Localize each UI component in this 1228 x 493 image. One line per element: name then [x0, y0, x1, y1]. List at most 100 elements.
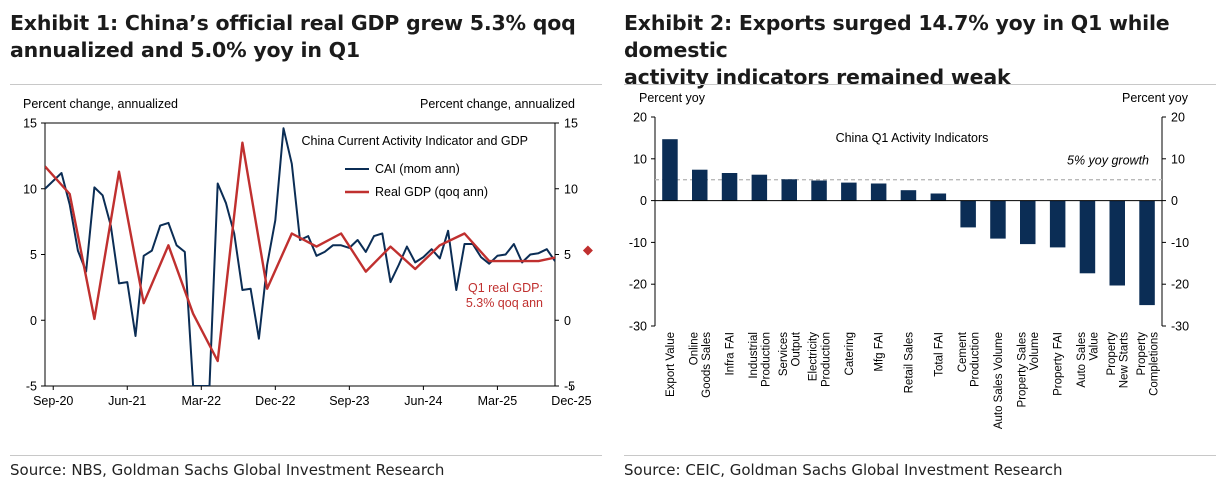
exhibit-1-source: Source: NBS, Goldman Sachs Global Invest…	[10, 461, 445, 479]
chart-2-category-label: Mfg FAI	[874, 332, 886, 372]
chart-1-left-tick-label: 15	[23, 117, 37, 131]
chart-2-category-label: ElectricityProduction	[808, 332, 833, 387]
chart-2-category-label: ServicesOutput	[778, 331, 803, 376]
chart-1-annotation-line-2: 5.3% qoq ann	[466, 296, 543, 310]
chart-2-category-label: Property SalesVolume	[1017, 332, 1042, 408]
chart-2-category-label-line: Volume	[1029, 332, 1041, 370]
chart-2-category-label-line: Property FAI	[1053, 332, 1065, 396]
chart-1-left-tick-label: 0	[30, 314, 37, 328]
chart-1-left-tick-label: 5	[30, 248, 37, 262]
chart-2-left-tick-label: -30	[629, 320, 647, 334]
exhibit-2-top-rule	[624, 84, 1216, 85]
chart-2-left-tick-label: -20	[629, 278, 647, 292]
chart-2-category-label: Export Value	[665, 332, 677, 397]
chart-1-right-tick-label: 0	[564, 314, 571, 328]
exhibit-1-title-line-1: Exhibit 1: China’s official real GDP gre…	[10, 11, 576, 35]
chart-2-bar	[960, 200, 976, 228]
chart-2-category-label: Auto Sales Volume	[993, 332, 1005, 429]
chart-1-left-tick-label: 10	[23, 182, 37, 196]
chart-2-bar	[781, 179, 797, 201]
chart-2-category-label-line: Total FAI	[933, 332, 945, 377]
chart-2-left-tick-label: 20	[633, 111, 647, 125]
chart-2-category-label-line: Auto Sales Volume	[993, 332, 1005, 429]
exhibit-1-title: Exhibit 1: China’s official real GDP gre…	[10, 10, 600, 64]
chart-2-bar	[1109, 200, 1125, 286]
chart-2-category-label-line: Completions	[1148, 332, 1160, 396]
chart-2-category-label: Auto SalesValue	[1076, 332, 1101, 388]
chart-2-category-label: Property FAI	[1053, 332, 1065, 396]
exhibit-1-top-rule	[10, 84, 602, 85]
chart-2-right-tick-label: -20	[1171, 278, 1189, 292]
chart-2-category-label-line: Goods Sales	[701, 332, 713, 398]
chart-2-right-tick-label: -10	[1171, 236, 1189, 250]
chart-2-category-label-line: Cement	[957, 331, 969, 372]
exhibit-2-title-line-2: activity indicators remained weak	[624, 65, 1011, 89]
exhibit-1-line-chart: Percent change, annualized Percent change…	[23, 97, 593, 408]
chart-1-x-tick-label: Jun-24	[404, 394, 442, 408]
chart-2-bar	[1139, 200, 1155, 306]
chart-1-gdp-latest-marker	[582, 245, 593, 256]
chart-2-category-label-line: Industrial	[748, 332, 760, 379]
chart-2-right-tick-label: 0	[1171, 194, 1178, 208]
chart-2-bar	[930, 193, 947, 201]
chart-2-category-label: CementProduction	[957, 331, 982, 387]
chart-2-left-tick-label: -10	[629, 236, 647, 250]
exhibit-2-bottom-rule	[624, 455, 1216, 456]
chart-1-legend-gdp-label: Real GDP (qoq ann)	[375, 185, 488, 199]
chart-2-bar	[990, 200, 1006, 239]
chart-2-category-label: Retail Sales	[904, 332, 916, 394]
chart-2-category-label: PropertyCompletions	[1136, 332, 1161, 396]
exhibit-2-panel: Exhibit 2: Exports surged 14.7% yoy in Q…	[614, 0, 1228, 493]
chart-2-right-tick-label: 20	[1171, 111, 1185, 125]
chart-2-bar	[662, 139, 678, 201]
chart-2-category-label-line: New Starts	[1119, 332, 1131, 388]
exhibit-1-title-line-2: annualized and 5.0% yoy in Q1	[10, 38, 360, 62]
chart-1-series-group	[45, 127, 555, 386]
chart-2-bar	[1020, 200, 1036, 245]
chart-2-category-label-line: Infra FAI	[725, 332, 737, 375]
chart-2-bar	[900, 190, 917, 201]
chart-1-x-tick-label: Mar-22	[181, 394, 221, 408]
chart-2-bar	[870, 183, 887, 201]
chart-1-series-gdp-line	[45, 141, 555, 363]
chart-1-x-tick-label: Mar-25	[478, 394, 518, 408]
chart-1-x-tick-label: Dec-25	[551, 394, 591, 408]
chart-1-series-cai-line	[45, 127, 555, 386]
chart-2-left-axis-label: Percent yoy	[639, 91, 706, 105]
chart-2-right-tick-label: -30	[1171, 320, 1189, 334]
chart-2-category-label: Total FAI	[933, 332, 945, 377]
chart-2-left-tick-label: 10	[633, 152, 647, 166]
chart-2-bar	[841, 182, 857, 201]
chart-1-x-tick-label: Sep-20	[33, 394, 73, 408]
chart-2-category-label: Catering	[844, 332, 856, 375]
chart-2-right-tick-label: 10	[1171, 152, 1185, 166]
chart-2-category-label: Infra FAI	[725, 332, 737, 375]
chart-1-title: China Current Activity Indicator and GDP	[302, 134, 529, 148]
chart-1-right-tick-label: 15	[564, 117, 578, 131]
chart-2-bar	[751, 174, 768, 201]
chart-2-category-label: PropertyNew Starts	[1106, 332, 1131, 388]
chart-2-title: China Q1 Activity Indicators	[836, 131, 989, 145]
exhibit-1-panel: Exhibit 1: China’s official real GDP gre…	[0, 0, 602, 493]
chart-2-category-label-line: Retail Sales	[904, 332, 916, 394]
chart-2-category-label-line: Output	[791, 331, 803, 366]
chart-1-left-axis-label: Percent change, annualized	[23, 97, 178, 111]
chart-2-category-label-line: Electricity	[808, 332, 820, 381]
chart-1-x-tick-label: Sep-23	[329, 394, 369, 408]
chart-1-x-tick-label: Jun-21	[108, 394, 146, 408]
chart-1-legend-cai-label: CAI (mom ann)	[375, 162, 460, 176]
chart-2-bar	[1079, 200, 1096, 274]
chart-2-left-tick-label: 0	[640, 194, 647, 208]
chart-1-right-axis-label: Percent change, annualized	[420, 97, 575, 111]
chart-2-reference-line-label: 5% yoy growth	[1067, 154, 1149, 168]
chart-2-bar	[811, 180, 827, 201]
chart-1-right-tick-label: 5	[564, 248, 571, 262]
chart-1-left-tick-label: -5	[26, 380, 37, 394]
chart-2-category-label-line: Services	[778, 332, 790, 376]
chart-1-annotation-line-1: Q1 real GDP:	[468, 281, 543, 295]
chart-2-category-label-line: Property Sales	[1017, 332, 1029, 408]
chart-2-right-axis-label: Percent yoy	[1122, 91, 1189, 105]
chart-2-category-label-line: Catering	[844, 332, 856, 375]
chart-2-bar	[692, 169, 708, 201]
chart-2-category-label-line: Value	[1089, 332, 1101, 361]
